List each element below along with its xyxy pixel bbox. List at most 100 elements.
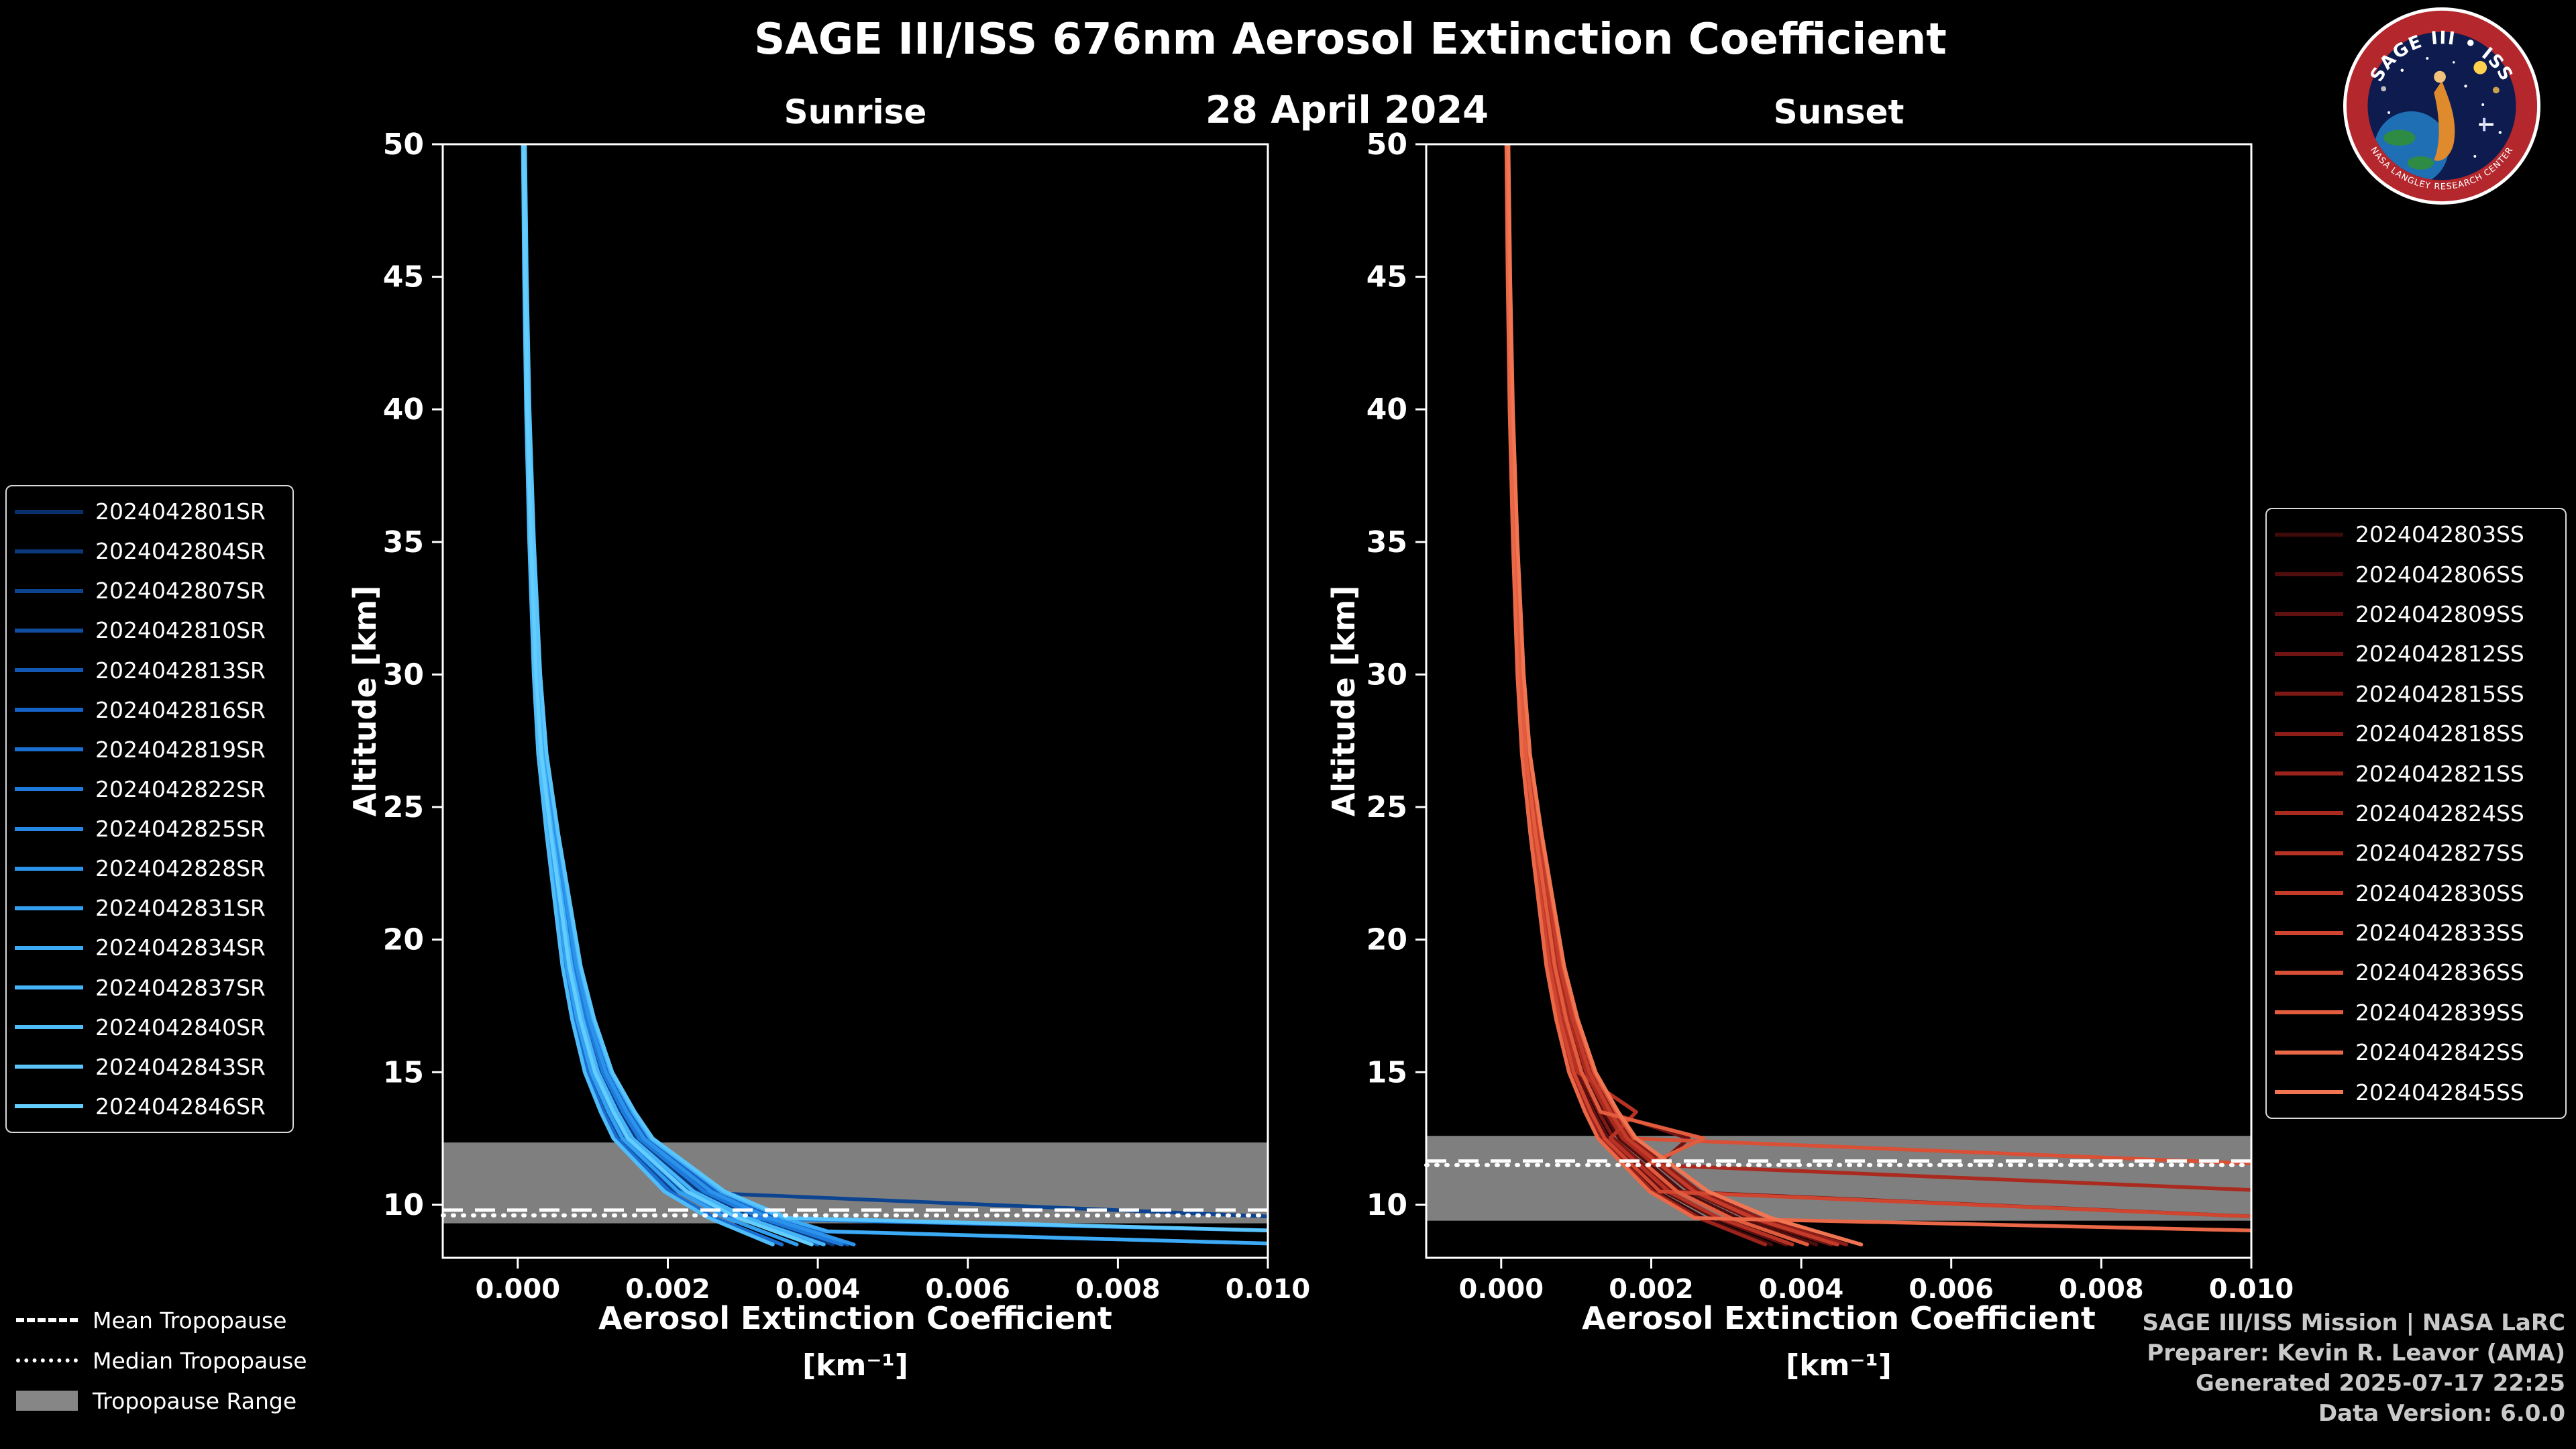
y-tick-label: 30 — [383, 658, 424, 692]
legend-line-sample — [2275, 771, 2343, 776]
legend-event-label: 2024042809SS — [2355, 600, 2524, 627]
y-tick-label: 40 — [1366, 392, 1407, 427]
legend-event-label: 2024042833SS — [2355, 920, 2524, 947]
y-tick-label: 20 — [383, 923, 424, 957]
legend-item: 2024042810SR — [15, 617, 284, 643]
legend-event-label: 2024042842SS — [2355, 1039, 2524, 1066]
sunset-profiles — [1504, 144, 2251, 1246]
legend-line-sample — [2275, 612, 2343, 616]
legend-item: 2024042830SS — [2275, 880, 2557, 906]
logo-figure-head — [2434, 70, 2446, 83]
sunrise-panel-title: Sunrise — [784, 93, 927, 131]
legend-line-sample — [15, 1065, 83, 1069]
profile-line-2024042806SS — [1505, 144, 1819, 1246]
y-tick-label: 15 — [383, 1055, 424, 1089]
generated-timestamp: Generated 2025-07-17 22:25 — [2196, 1370, 2565, 1397]
y-tick-label: 35 — [383, 525, 424, 559]
legend-line-sample — [15, 826, 83, 831]
profile-line-2024042804SR — [522, 144, 835, 1246]
legend-line-sample — [15, 787, 83, 792]
legend-item: 2024042824SS — [2275, 800, 2557, 826]
legend-item: 2024042836SS — [2275, 959, 2557, 985]
profile-line-2024042830SS — [1506, 144, 1839, 1246]
x-tick-label: 0.006 — [925, 1274, 1010, 1305]
legend-item: 2024042828SR — [15, 855, 284, 881]
logo-figure — [2434, 80, 2455, 161]
legend-item: 2024042839SS — [2275, 1000, 2557, 1026]
legend-item: 2024042809SS — [2275, 601, 2557, 627]
legend-line-sample — [2275, 1050, 2343, 1055]
plot-border — [441, 143, 1269, 1259]
y-tick-label: 30 — [1366, 658, 1407, 692]
legend-item: 2024042815SS — [2275, 681, 2557, 707]
mean-tropopause-legend-item: Mean Tropopause — [16, 1305, 307, 1335]
legend-line-sample — [2275, 930, 2343, 935]
profile-line-2024042828SR — [523, 144, 856, 1246]
legend-event-label: 2024042803SS — [2355, 521, 2524, 548]
legend-event-label: 2024042830SS — [2355, 879, 2524, 906]
legend-item: 2024042842SS — [2275, 1039, 2557, 1065]
legend-line-sample — [2275, 1010, 2343, 1015]
y-tick-label: 35 — [1366, 525, 1407, 559]
y-tick-label: 45 — [1366, 260, 1407, 294]
legend-event-label: 2024042840SR — [95, 1014, 266, 1040]
legend-item: 2024042831SR — [15, 895, 284, 921]
profile-line-2024042815SS — [1505, 144, 2251, 1219]
tropopause-range-legend-item: Tropopause Range — [16, 1386, 307, 1415]
legend-line-sample — [2275, 692, 2343, 696]
profile-line-2024042825SR — [521, 144, 1268, 1232]
profile-line-2024042831SR — [521, 144, 799, 1246]
mean-tropopause-label: Mean Tropopause — [93, 1307, 287, 1334]
legend-event-label: 2024042812SS — [2355, 641, 2524, 667]
legend-item: 2024042825SR — [15, 816, 284, 842]
y-tick-label: 20 — [1366, 923, 1407, 957]
y-tick-label: 10 — [1366, 1188, 1407, 1222]
legend-item: 2024042801SR — [15, 498, 284, 525]
sunset-panel-title: Sunset — [1773, 93, 1904, 131]
legend-line-sample — [15, 906, 83, 910]
legend-line-sample — [15, 509, 83, 514]
legend-event-label: 2024042831SR — [95, 895, 266, 922]
legend-line-sample — [15, 1025, 83, 1030]
logo-iss — [2479, 123, 2493, 126]
legend-event-label: 2024042839SS — [2355, 999, 2524, 1026]
legend-line-sample — [15, 747, 83, 752]
legend-item: 2024042816SR — [15, 697, 284, 723]
legend-event-label: 2024042827SS — [2355, 840, 2524, 867]
sunset-plot: 0.000 0.002 0.004 0.006 0.008 0.010 10 15 20 25 30… — [1366, 127, 2294, 1305]
logo-earth-land — [2383, 129, 2416, 146]
legend-item: 2024042837SR — [15, 975, 284, 1001]
legend-item: 2024042840SR — [15, 1014, 284, 1040]
logo-moon — [2381, 86, 2387, 92]
legend-item: 2024042806SS — [2275, 561, 2557, 588]
legend-line-sample — [15, 945, 83, 950]
legend-event-label: 2024042813SR — [95, 657, 266, 684]
legend-item: 2024042819SR — [15, 737, 284, 763]
sunset-legend: 2024042803SS 2024042806SS 2024042809SS 2024… — [2265, 508, 2567, 1119]
x-tick-label: 0.010 — [1226, 1274, 1311, 1305]
y-tick-label: 25 — [383, 790, 424, 824]
legend-event-label: 2024042815SS — [2355, 680, 2524, 707]
x-axis-label-sunrise: Aerosol Extinction Coefficient — [598, 1300, 1112, 1336]
sunrise-legend: 2024042801SR 2024042804SR 2024042807SR 2024… — [5, 485, 294, 1133]
profile-line-2024042821SS — [1504, 144, 1768, 1246]
legend-event-label: 2024042818SS — [2355, 720, 2524, 747]
profile-line-2024042843SR — [523, 144, 1268, 1232]
legend-item: 2024042818SS — [2275, 720, 2557, 747]
legend-line-sample — [15, 668, 83, 673]
legend-line-sample — [2275, 532, 2343, 537]
legend-line-sample — [15, 866, 83, 871]
y-tick-label: 10 — [383, 1188, 424, 1222]
legend-line-sample — [2275, 1090, 2343, 1095]
median-tropopause-legend-item: Median Tropopause — [16, 1346, 307, 1375]
profile-line-2024042816SR — [523, 144, 1268, 1246]
logo-sun — [2473, 60, 2487, 74]
logo-iss-truss — [2483, 117, 2486, 131]
legend-line-sample — [15, 985, 83, 990]
x-tick-label: 0.000 — [1459, 1274, 1544, 1305]
profile-line-2024042846SR — [521, 144, 814, 1246]
legend-item: 2024042845SS — [2275, 1079, 2557, 1106]
legend-item: 2024042803SS — [2275, 521, 2557, 547]
legend-event-label: 2024042846SR — [95, 1093, 266, 1120]
legend-event-label: 2024042807SR — [95, 578, 266, 604]
